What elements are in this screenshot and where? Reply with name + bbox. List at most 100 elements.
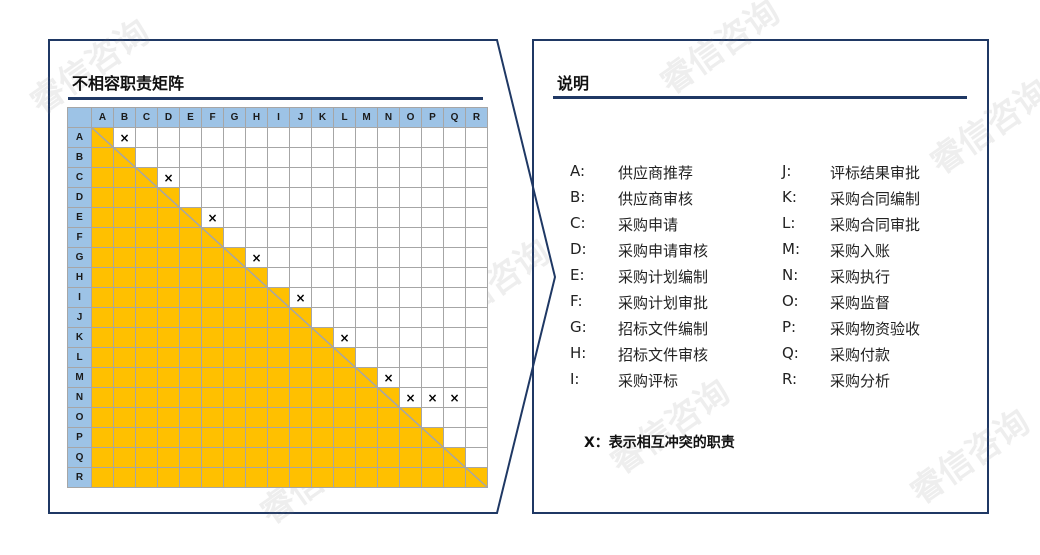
matrix-cell (465, 447, 488, 468)
matrix-cell (443, 127, 466, 148)
matrix-cell (223, 207, 246, 228)
matrix-cell-filled (245, 347, 268, 368)
matrix-cell (333, 147, 356, 168)
matrix-cell-filled (179, 287, 202, 308)
legend-label: 采购执行 (830, 268, 891, 286)
matrix-cell (333, 187, 356, 208)
legend-item: O: 采购监督 (782, 292, 920, 318)
legend-item: D: 采购申请审核 (570, 240, 708, 266)
matrix-cell (311, 167, 334, 188)
matrix-corner (67, 107, 92, 128)
legend-key: F: (570, 292, 583, 310)
column-header: Q (443, 107, 466, 128)
legend-key: J: (782, 162, 792, 180)
matrix-cell-filled (113, 167, 136, 188)
matrix-cell-filled (135, 207, 158, 228)
legend-item: N: 采购执行 (782, 266, 920, 292)
legend-label: 采购申请 (618, 216, 679, 234)
matrix-cell-filled (223, 347, 246, 368)
matrix-cell-filled (245, 267, 268, 288)
title-underline (68, 97, 483, 100)
matrix-cell-filled (113, 347, 136, 368)
matrix-cell (421, 127, 444, 148)
matrix-cell (465, 327, 488, 348)
matrix-cell-filled (355, 427, 378, 448)
matrix-cell-filled (113, 407, 136, 428)
matrix-cell-filled (135, 447, 158, 468)
matrix-cell-filled (289, 407, 312, 428)
matrix-cell-filled (113, 267, 136, 288)
matrix-cell-filled (113, 367, 136, 388)
matrix-cell-filled (333, 447, 356, 468)
matrix-cell (443, 207, 466, 228)
column-header: M (355, 107, 378, 128)
matrix-cell (443, 307, 466, 328)
conflict-mark: × (201, 207, 224, 228)
matrix-row: M × (67, 367, 488, 388)
matrix-cell-filled (333, 467, 356, 488)
matrix-cell-filled (267, 327, 290, 348)
matrix-cell (355, 267, 378, 288)
matrix-cell (377, 127, 400, 148)
matrix-cell-filled (91, 407, 114, 428)
matrix-cell-filled (245, 387, 268, 408)
matrix-cell-filled (355, 447, 378, 468)
column-header: K (311, 107, 334, 128)
legend-key: Q: (782, 344, 799, 362)
matrix-cell-filled (157, 387, 180, 408)
matrix-cell-filled (201, 447, 224, 468)
matrix-cell-filled (421, 447, 444, 468)
matrix-cell-filled (355, 407, 378, 428)
matrix-cell-filled (157, 447, 180, 468)
legend-title: 说明 (557, 74, 590, 93)
matrix-cell-filled (245, 407, 268, 428)
legend-label: 招标文件审核 (618, 346, 709, 364)
matrix-cell (333, 287, 356, 308)
matrix-row: D (67, 187, 488, 208)
matrix-cell-filled (179, 407, 202, 428)
matrix-cell-filled (113, 307, 136, 328)
matrix-cell (377, 227, 400, 248)
matrix-row: R (67, 467, 488, 488)
legend-item: B: 供应商审核 (570, 188, 708, 214)
matrix-cell (289, 227, 312, 248)
legend-item: M: 采购入账 (782, 240, 920, 266)
matrix-cell-filled (157, 247, 180, 268)
matrix-cell-filled (267, 467, 290, 488)
legend-item: J: 评标结果审批 (782, 162, 920, 188)
legend-item: A: 供应商推荐 (570, 162, 708, 188)
matrix-cell-filled (91, 147, 114, 168)
matrix-cell-filled (91, 387, 114, 408)
matrix-cell-filled (245, 287, 268, 308)
matrix-cell-filled (135, 227, 158, 248)
matrix-cell-filled (157, 287, 180, 308)
matrix-cell (245, 167, 268, 188)
legend-label: 采购计划编制 (618, 268, 709, 286)
matrix-cell (333, 247, 356, 268)
legend-label: 采购申请审核 (618, 242, 709, 260)
matrix-cell-filled (113, 227, 136, 248)
matrix-cell-filled (157, 207, 180, 228)
matrix-cell-filled (91, 467, 114, 488)
matrix-cell-filled (157, 467, 180, 488)
matrix-cell (289, 167, 312, 188)
matrix-cell (333, 267, 356, 288)
matrix-cell (267, 227, 290, 248)
matrix-cell (443, 327, 466, 348)
matrix-cell (179, 127, 202, 148)
matrix-cell (245, 227, 268, 248)
matrix-cell-filled (201, 347, 224, 368)
matrix-cell-filled (201, 407, 224, 428)
matrix-cell-filled (311, 467, 334, 488)
matrix-cell (443, 367, 466, 388)
legend-label: 采购物资验收 (830, 320, 921, 338)
matrix-cell-filled (179, 387, 202, 408)
matrix-cell (399, 347, 422, 368)
matrix-cell-filled (113, 207, 136, 228)
matrix-cell-filled (201, 427, 224, 448)
matrix-cell (245, 147, 268, 168)
matrix-cell-filled (91, 287, 114, 308)
matrix-cell-filled (245, 427, 268, 448)
matrix-cell-filled (421, 427, 444, 448)
matrix-cell (465, 147, 488, 168)
